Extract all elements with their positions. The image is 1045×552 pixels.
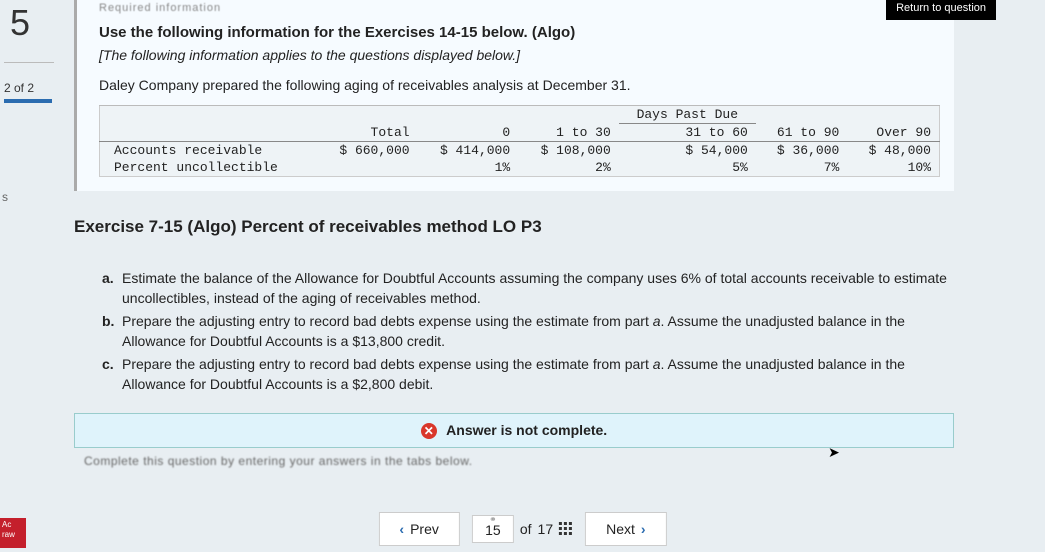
row-label: Accounts receivable [100, 142, 317, 160]
answer-status-banner: ✕ Answer is not complete. [74, 413, 954, 448]
badge-line: Ac [2, 520, 24, 530]
prev-label: Prev [410, 521, 439, 537]
cell: $ 414,000 [418, 142, 519, 160]
withdraw-badge[interactable]: Ac raw [0, 518, 26, 548]
link-icon: ⚭ [489, 514, 497, 525]
cell: 2% [518, 159, 619, 177]
col-31-60: 31 to 60 [619, 124, 756, 142]
item-marker: c. [102, 355, 114, 375]
item-marker: b. [102, 312, 114, 332]
question-number: 5 [0, 0, 58, 44]
chevron-right-icon: › [641, 521, 646, 537]
col-over-90: Over 90 [847, 124, 939, 142]
cell: $ 54,000 [619, 142, 756, 160]
cell: $ 108,000 [518, 142, 619, 160]
item-marker: a. [102, 269, 114, 289]
part-counter: 2 of 2 [4, 81, 58, 95]
cell: 1% [418, 159, 519, 177]
item-text: Prepare the adjusting entry to record ba… [122, 313, 905, 349]
cutoff-glyph: s [2, 190, 8, 204]
cell [317, 159, 418, 177]
hint-text: Complete this question by entering your … [84, 454, 954, 468]
aging-table: Days Past Due Total 0 1 to 30 31 to 60 6… [99, 105, 940, 177]
info-panel: Return to question Required information … [74, 0, 954, 191]
divider [4, 62, 54, 63]
info-title: Use the following information for the Ex… [99, 24, 940, 41]
col-total: Total [317, 124, 418, 142]
col-1-30: 1 to 30 [518, 124, 619, 142]
page-total: 17 [538, 521, 554, 537]
main-content: Return to question Required information … [74, 0, 954, 468]
progress-bar [4, 99, 52, 103]
banner-text: Answer is not complete. [446, 422, 607, 438]
next-button[interactable]: Next › [585, 512, 666, 546]
list-item: b. Prepare the adjusting entry to record… [102, 312, 954, 351]
row-label: Percent uncollectible [100, 159, 317, 177]
error-icon: ✕ [421, 423, 437, 439]
info-description: Daley Company prepared the following agi… [99, 77, 940, 93]
cell: 7% [756, 159, 848, 177]
exercise-title: Exercise 7-15 (Algo) Percent of receivab… [74, 217, 954, 237]
question-list: a. Estimate the balance of the Allowance… [74, 269, 954, 395]
col-0: 0 [418, 124, 519, 142]
page-indicator: ⚭ 15 of 17 [472, 515, 573, 543]
item-text: Prepare the adjusting entry to record ba… [122, 356, 905, 392]
pager: ‹ Prev ⚭ 15 of 17 Next › [378, 512, 666, 546]
chevron-left-icon: ‹ [399, 521, 404, 537]
cell: $ 36,000 [756, 142, 848, 160]
table-row: Percent uncollectible 1% 2% 5% 7% 10% [100, 159, 940, 177]
cell: $ 48,000 [847, 142, 939, 160]
of-label: of [520, 521, 532, 537]
grid-icon[interactable] [559, 522, 573, 536]
item-text: Estimate the balance of the Allowance fo… [122, 270, 947, 306]
cell: $ 660,000 [317, 142, 418, 160]
info-subtitle: [The following information applies to th… [99, 47, 940, 63]
col-61-90: 61 to 90 [756, 124, 848, 142]
badge-line: raw [2, 530, 24, 540]
table-row: Accounts receivable $ 660,000 $ 414,000 … [100, 142, 940, 160]
cutoff-heading: Required information [99, 0, 940, 14]
prev-button[interactable]: ‹ Prev [378, 512, 459, 546]
cell: 5% [619, 159, 756, 177]
table-span-header: Days Past Due [619, 106, 756, 124]
list-item: c. Prepare the adjusting entry to record… [102, 355, 954, 394]
list-item: a. Estimate the balance of the Allowance… [102, 269, 954, 308]
cell: 10% [847, 159, 939, 177]
page-number-input[interactable]: ⚭ 15 [472, 515, 514, 543]
next-label: Next [606, 521, 635, 537]
